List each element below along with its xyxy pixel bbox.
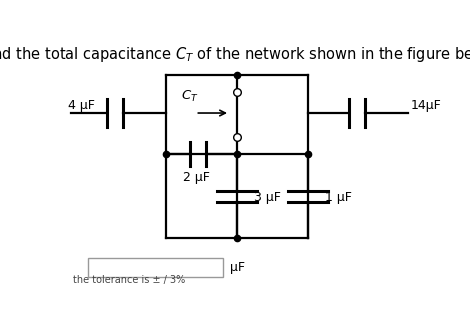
Text: 1 μF: 1 μF xyxy=(325,191,352,204)
Text: the tolerance is ± / 3%: the tolerance is ± / 3% xyxy=(73,275,186,285)
Text: 4 μF: 4 μF xyxy=(68,99,95,112)
Text: μF: μF xyxy=(230,261,245,274)
Text: Find the total capacitance $C_T$ of the network shown in the figure below.: Find the total capacitance $C_T$ of the … xyxy=(0,45,470,64)
Text: 3 μF: 3 μF xyxy=(254,191,281,204)
Bar xyxy=(88,258,223,277)
Text: 14μF: 14μF xyxy=(410,99,441,112)
Text: $C_T$: $C_T$ xyxy=(181,89,198,104)
Text: 2 μF: 2 μF xyxy=(183,171,210,184)
